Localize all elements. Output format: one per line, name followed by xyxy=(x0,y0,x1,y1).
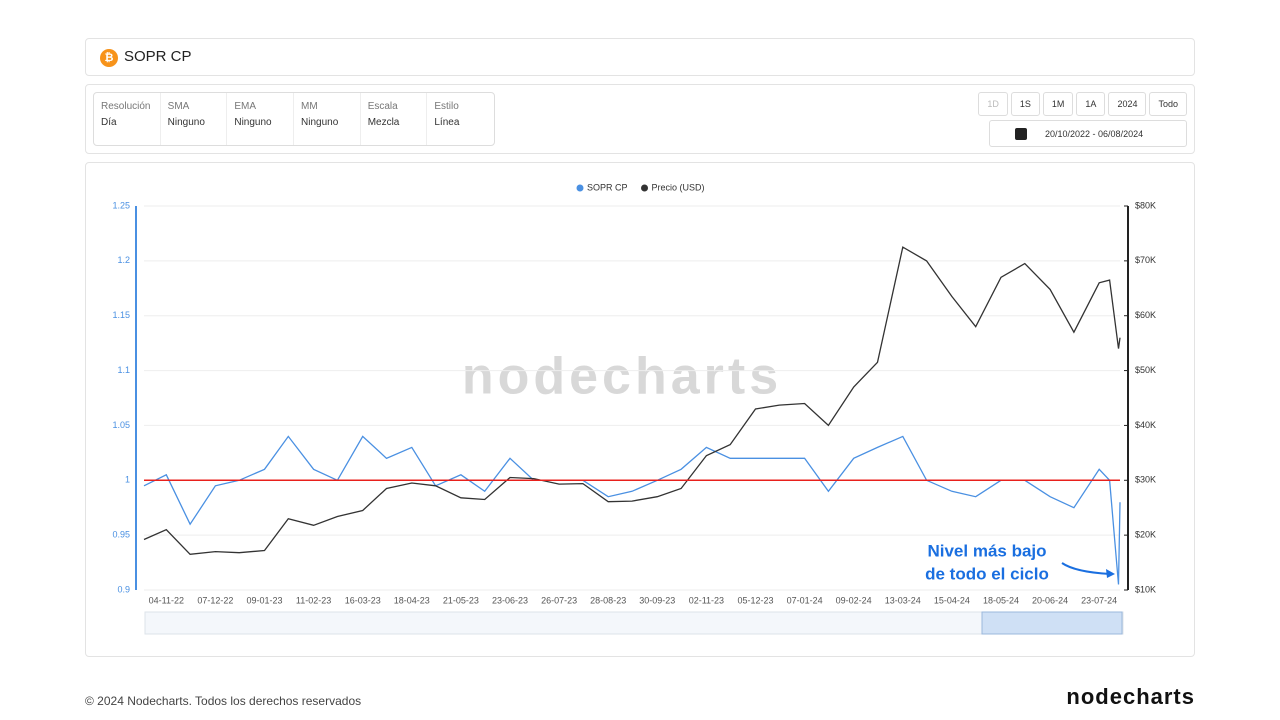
x-tick-label: 23-06-23 xyxy=(492,595,528,605)
x-tick-label: 09-02-24 xyxy=(836,595,872,605)
controls: Resolución Día SMA Ninguno EMA Ninguno MM Ningu… xyxy=(93,92,495,146)
x-tick-label: 20-06-24 xyxy=(1032,595,1068,605)
chart-card xyxy=(85,162,1195,657)
control[interactable]: MM Ninguno xyxy=(294,93,361,145)
x-tick-label: 04-11-22 xyxy=(149,595,184,605)
range-button[interactable]: 2024 xyxy=(1108,92,1147,116)
y2-tick-label: $40K xyxy=(1135,420,1156,430)
x-tick-label: 15-04-24 xyxy=(934,595,970,605)
footer-logo: nodecharts xyxy=(1066,684,1195,709)
control[interactable]: EMA Ninguno xyxy=(227,93,295,145)
y-tick-label: 1.2 xyxy=(117,255,130,265)
controls-card: Resolución Día SMA Ninguno EMA Ninguno MM Ningu… xyxy=(85,84,1195,154)
range-button[interactable]: 1D xyxy=(978,92,1008,116)
navigator xyxy=(144,611,1124,635)
y2-tick-label: $60K xyxy=(1135,310,1156,320)
calendar-icon xyxy=(1015,128,1027,140)
control-value: Línea xyxy=(434,117,460,128)
legend-marker xyxy=(576,184,584,192)
y2-tick-label: $20K xyxy=(1135,530,1156,540)
y-tick-label: 1.15 xyxy=(112,310,130,320)
control-value: Ninguno xyxy=(234,117,272,128)
y-tick-label: 1.1 xyxy=(117,365,130,375)
control-value: Ninguno xyxy=(167,117,205,128)
y2-tick-label: $10K xyxy=(1135,584,1156,594)
y-tick-label: 1.25 xyxy=(112,200,130,210)
annotation-arrow xyxy=(1061,562,1111,575)
annotation: Nivel más bajo xyxy=(927,541,1046,560)
y-tick-label: 1 xyxy=(125,475,130,485)
control-label: Estilo xyxy=(434,101,459,112)
date-picker[interactable]: 20/10/2022 - 06/08/2024 xyxy=(989,120,1187,147)
y2-tick-label: $70K xyxy=(1135,255,1156,265)
x-tick-label: 28-08-23 xyxy=(590,595,626,605)
control[interactable]: Escala Mezcla xyxy=(361,93,428,145)
series-line xyxy=(143,435,1121,585)
y-tick-label: 1.05 xyxy=(112,420,130,430)
control-value: Ninguno xyxy=(301,117,339,128)
x-tick-label: 16-03-23 xyxy=(345,595,381,605)
annotation: de todo el ciclo xyxy=(925,564,1049,583)
control-label: Resolución xyxy=(101,101,151,112)
x-tick-label: 30-09-23 xyxy=(639,595,675,605)
series-line xyxy=(143,246,1121,555)
y-tick-label: 0.9 xyxy=(117,584,130,594)
x-tick-label: 02-11-23 xyxy=(689,595,724,605)
legend-marker xyxy=(641,184,649,192)
x-tick-label: 05-12-23 xyxy=(737,595,773,605)
y2-tick-label: $30K xyxy=(1135,475,1156,485)
x-tick-label: 11-02-23 xyxy=(296,595,331,605)
x-tick-label: 23-07-24 xyxy=(1081,595,1117,605)
x-tick-label: 13-03-24 xyxy=(885,595,921,605)
page-title: SOPR CP xyxy=(124,48,192,65)
control[interactable]: SMA Ninguno xyxy=(161,93,228,145)
bitcoin-icon: ₿ xyxy=(100,49,118,67)
control[interactable]: Estilo Línea xyxy=(427,93,494,145)
control-label: SMA xyxy=(167,101,190,112)
range-buttons: 1D 1S 1M 1A 2024 Todo xyxy=(978,92,1187,116)
x-tick-label: 26-07-23 xyxy=(541,595,577,605)
control-label: EMA xyxy=(234,101,257,112)
legend-label: Precio (USD) xyxy=(652,182,705,192)
footer: © 2024 Nodecharts. Todos los derechos re… xyxy=(85,694,362,708)
x-tick-label: 18-04-23 xyxy=(394,595,430,605)
control[interactable]: Resolución Día xyxy=(94,93,161,145)
x-tick-label: 21-05-23 xyxy=(443,595,479,605)
x-tick-label: 07-12-22 xyxy=(197,595,233,605)
navigator-selection[interactable] xyxy=(981,611,1123,635)
range-button[interactable]: 1M xyxy=(1042,92,1074,116)
y2-tick-label: $50K xyxy=(1135,365,1156,375)
title-card: ₿ SOPR CP xyxy=(85,38,1195,76)
x-tick-label: 07-01-24 xyxy=(787,595,823,605)
control-label: Escala xyxy=(367,101,398,112)
date-range: 20/10/2022 - 06/08/2024 xyxy=(1045,129,1144,139)
y2-tick-label: $80K xyxy=(1135,200,1156,210)
x-tick-label: 09-01-23 xyxy=(246,595,282,605)
legend-label: SOPR CP xyxy=(587,182,628,192)
watermark: nodecharts xyxy=(462,348,782,406)
x-tick-label: 18-05-24 xyxy=(983,595,1019,605)
control-value: Mezcla xyxy=(367,117,400,128)
y-tick-label: 0.95 xyxy=(112,530,130,540)
range-button[interactable]: 1A xyxy=(1076,92,1106,116)
control-label: MM xyxy=(301,101,318,112)
range-button[interactable]: Todo xyxy=(1149,92,1187,116)
control-value: Día xyxy=(101,117,117,128)
range-button[interactable]: 1S xyxy=(1010,92,1040,116)
annotation-arrowhead xyxy=(1106,569,1115,578)
